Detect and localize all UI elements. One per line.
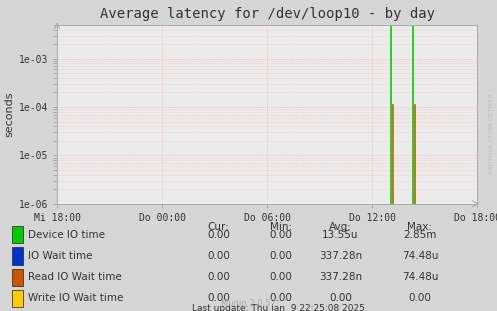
Text: 0.00: 0.00 [409, 293, 431, 303]
Text: 0.00: 0.00 [269, 272, 292, 282]
Bar [12, 290, 23, 307]
Text: 0.00: 0.00 [269, 230, 292, 240]
Text: Cur:: Cur: [208, 222, 230, 232]
Y-axis label: seconds: seconds [4, 91, 14, 137]
Text: Last update: Thu Jan  9 22:25:08 2025: Last update: Thu Jan 9 22:25:08 2025 [192, 304, 365, 311]
Text: 0.00: 0.00 [269, 293, 292, 303]
Text: Max:: Max: [408, 222, 432, 232]
Text: Avg:: Avg: [329, 222, 352, 232]
Text: 2.85m: 2.85m [403, 230, 437, 240]
Bar [12, 226, 23, 243]
Text: 0.00: 0.00 [207, 272, 230, 282]
Text: RRDTOOL / TOBI OETIKER: RRDTOOL / TOBI OETIKER [488, 93, 493, 174]
Text: 13.55u: 13.55u [322, 230, 359, 240]
Text: Write IO Wait time: Write IO Wait time [28, 293, 124, 303]
Text: 337.28n: 337.28n [319, 251, 362, 261]
Text: 0.00: 0.00 [207, 230, 230, 240]
Text: 0.00: 0.00 [207, 293, 230, 303]
Title: Average latency for /dev/loop10 - by day: Average latency for /dev/loop10 - by day [99, 7, 435, 21]
Bar [12, 268, 23, 286]
Text: Munin 2.0.57: Munin 2.0.57 [221, 299, 276, 308]
Text: 0.00: 0.00 [269, 251, 292, 261]
Text: 337.28n: 337.28n [319, 272, 362, 282]
Text: Min:: Min: [270, 222, 292, 232]
Text: Read IO Wait time: Read IO Wait time [28, 272, 122, 282]
Text: IO Wait time: IO Wait time [28, 251, 93, 261]
Text: 74.48u: 74.48u [402, 272, 438, 282]
Text: 0.00: 0.00 [207, 251, 230, 261]
Bar [12, 247, 23, 264]
Text: 0.00: 0.00 [329, 293, 352, 303]
Text: 74.48u: 74.48u [402, 251, 438, 261]
Text: Device IO time: Device IO time [28, 230, 105, 240]
